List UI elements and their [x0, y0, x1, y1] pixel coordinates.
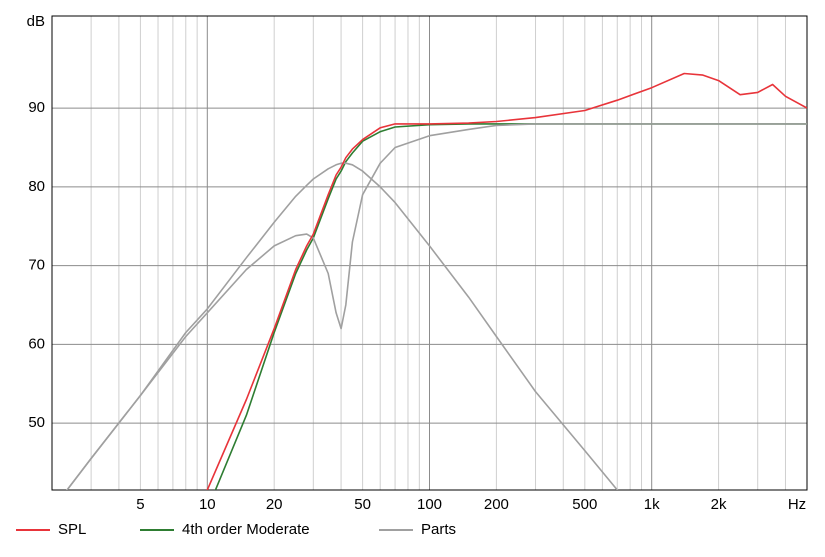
x-tick-label: 5 — [136, 496, 144, 513]
legend-label: SPL — [58, 521, 86, 538]
x-tick-label: 2k — [711, 496, 727, 513]
y-tick-label: 80 — [28, 178, 45, 195]
series-line — [66, 162, 619, 490]
series-line — [66, 123, 807, 490]
x-tick-label: 50 — [354, 496, 371, 513]
y-axis-label: dB — [27, 13, 45, 30]
legend-label: Parts — [421, 521, 456, 538]
x-tick-label: 200 — [484, 496, 509, 513]
y-tick-label: 90 — [28, 99, 45, 116]
x-tick-label: 500 — [572, 496, 597, 513]
x-tick-label: 10 — [199, 496, 216, 513]
plot-lines — [66, 72, 807, 490]
series-line — [206, 72, 807, 490]
legend-label: 4th order Moderate — [182, 521, 310, 538]
x-tick-label: 1k — [644, 496, 660, 513]
x-tick-label: 20 — [266, 496, 283, 513]
plot-border — [51, 15, 808, 491]
y-tick-label: 50 — [28, 414, 45, 431]
x-tick-label: Hz — [788, 496, 806, 513]
y-tick-label: 60 — [28, 335, 45, 352]
x-tick-label: 100 — [417, 496, 442, 513]
y-tick-label: 70 — [28, 257, 45, 274]
